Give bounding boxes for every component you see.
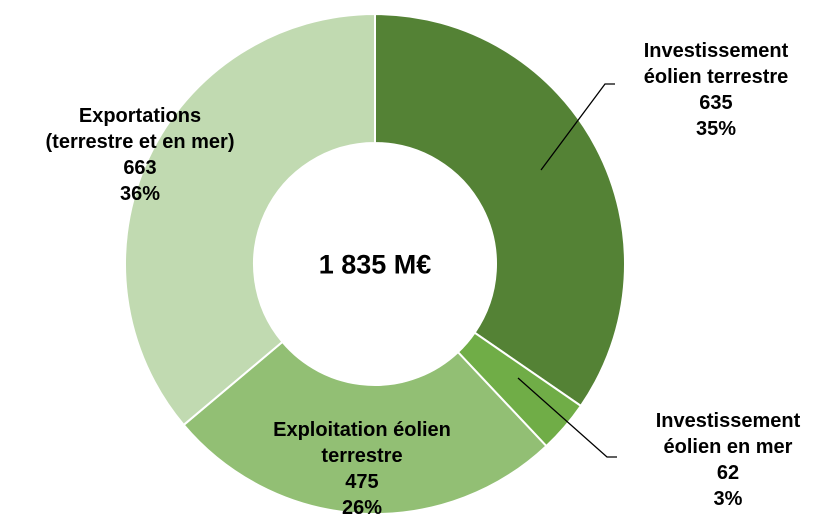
- slice-label: Investissement éolien terrestre 635 35%: [644, 38, 789, 142]
- leader-line: [517, 377, 617, 458]
- slice-label: Exploitation éolien terrestre 475 26%: [273, 417, 451, 521]
- slice: [182, 340, 548, 515]
- percent-label: 3%: [713, 488, 743, 510]
- slice: [124, 12, 376, 427]
- value-label: 663: [123, 157, 157, 179]
- slice-label: Investissement éolien en mer 62 3%: [656, 408, 801, 512]
- slice-label: Exportations (terrestre et en mer) 663 36%: [46, 103, 235, 207]
- category-label: Exploitation éolien terrestre: [273, 419, 451, 467]
- percent-label: 36%: [119, 183, 161, 205]
- value-label: 62: [716, 462, 740, 484]
- percent-label: 26%: [341, 497, 383, 519]
- category-label: Investissement éolien en mer: [655, 410, 801, 458]
- category-label: Investissement éolien terrestre: [643, 40, 789, 88]
- percent-label: 35%: [695, 118, 737, 140]
- value-label: 475: [345, 471, 379, 493]
- value-label: 635: [699, 92, 733, 114]
- center-label: 1 835 M€: [318, 249, 432, 280]
- leader-line: [540, 83, 615, 171]
- category-label: Exportations (terrestre et en mer): [45, 105, 235, 153]
- slice: [374, 12, 626, 408]
